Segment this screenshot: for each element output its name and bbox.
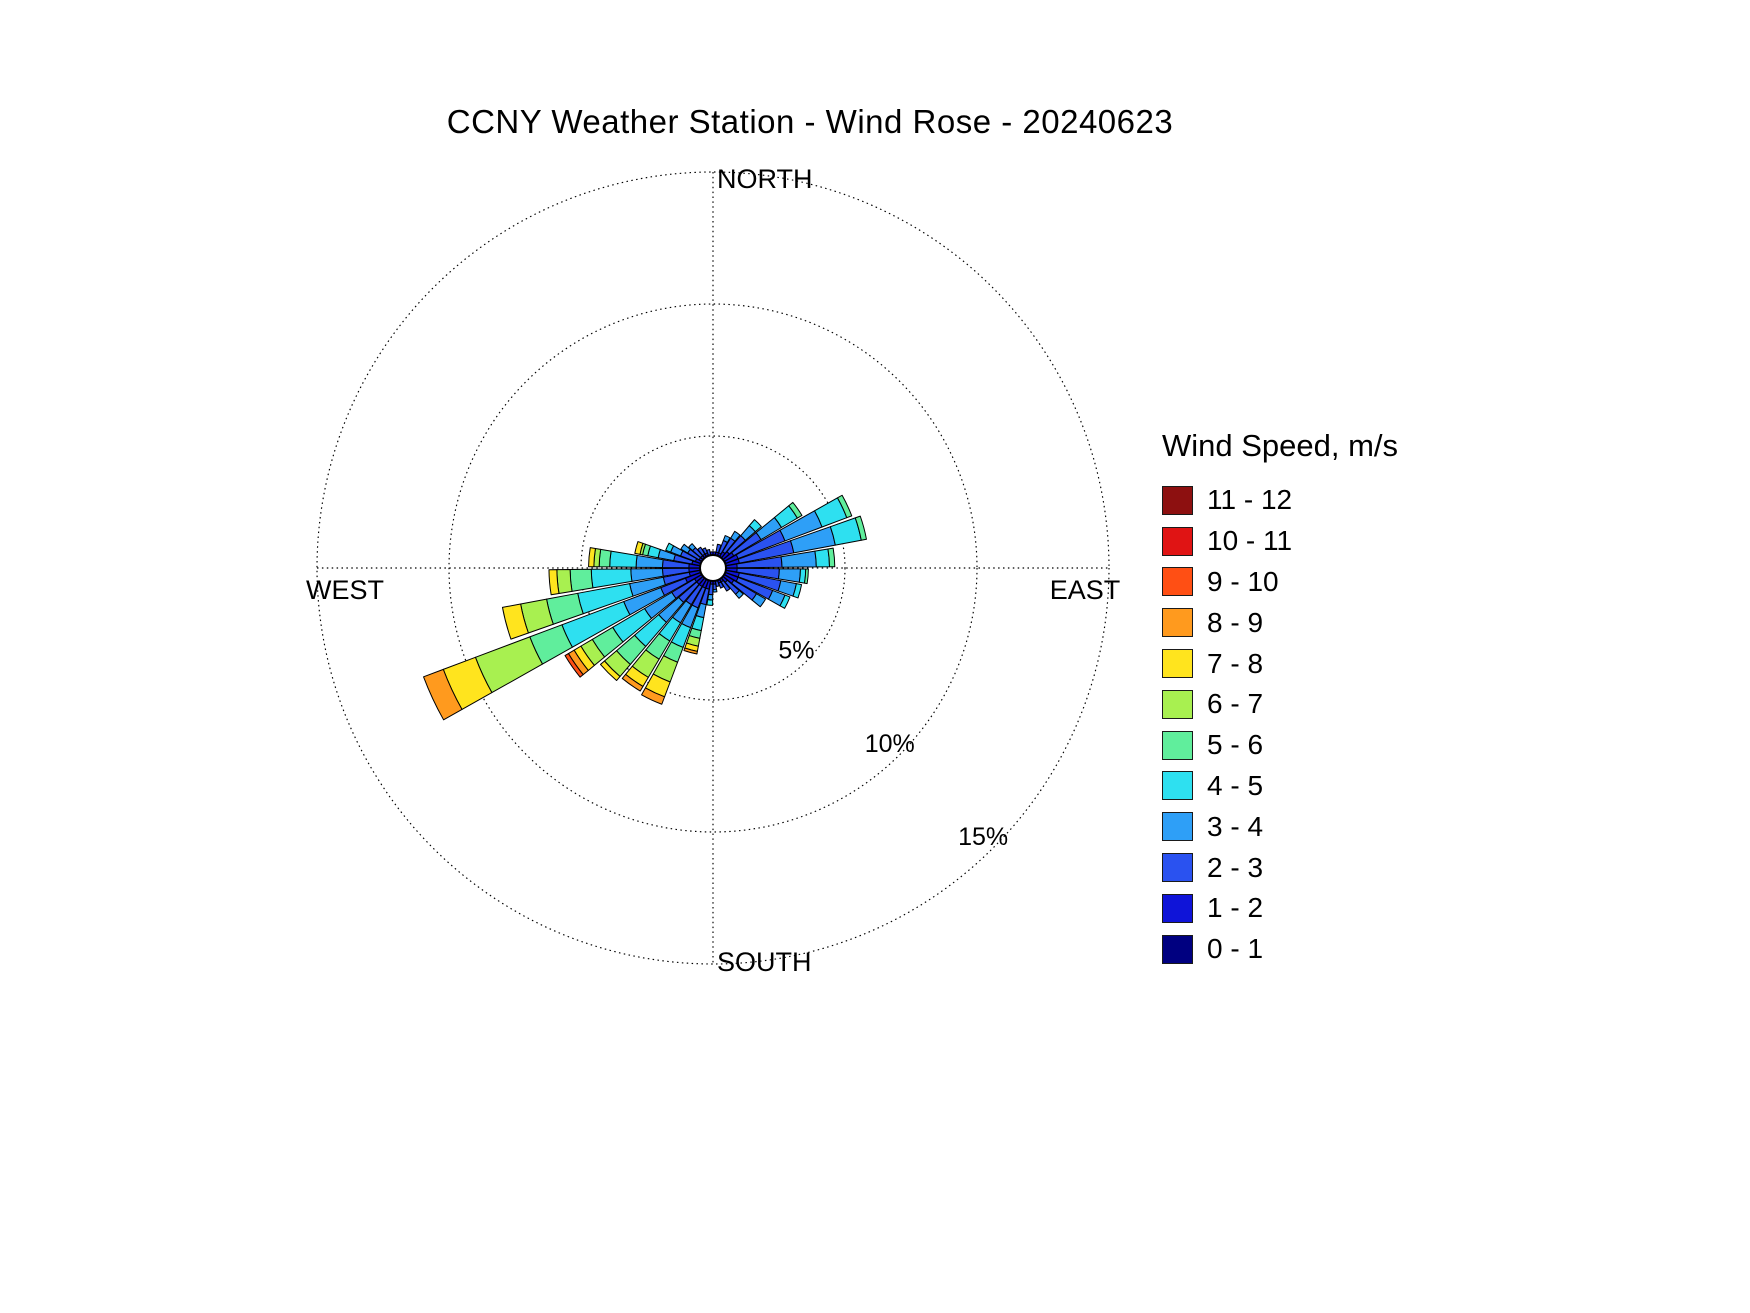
legend-color-swatch bbox=[1162, 812, 1193, 842]
petal-segment bbox=[804, 568, 809, 585]
petal-segment bbox=[599, 660, 621, 682]
petal-segment bbox=[777, 568, 801, 583]
legend-color-swatch bbox=[1162, 853, 1193, 883]
legend-item-label: 6 - 7 bbox=[1207, 688, 1264, 720]
grid-ring-15% bbox=[316, 171, 1110, 965]
legend-item: 9 - 10 bbox=[1162, 562, 1398, 603]
legend-item-label: 0 - 1 bbox=[1207, 933, 1264, 965]
legend-item-label: 8 - 9 bbox=[1207, 606, 1264, 638]
legend-item: 6 - 7 bbox=[1162, 684, 1398, 725]
petal-segment bbox=[712, 583, 718, 590]
petal-segment bbox=[683, 647, 698, 655]
petal-segment bbox=[814, 548, 831, 568]
petal-segment bbox=[569, 568, 594, 592]
legend-item-label: 1 - 2 bbox=[1207, 892, 1264, 924]
legend-item: 5 - 6 bbox=[1162, 725, 1398, 766]
grid-ring-10% bbox=[448, 303, 978, 833]
legend-item-label: 5 - 6 bbox=[1207, 729, 1264, 761]
petal-segment bbox=[722, 535, 731, 543]
legend-color-swatch bbox=[1162, 485, 1193, 515]
petal-segment bbox=[609, 550, 638, 568]
legend-item: 3 - 4 bbox=[1162, 806, 1398, 847]
petal-segment bbox=[788, 501, 803, 519]
petal-segment bbox=[548, 569, 560, 596]
legend-color-swatch bbox=[1162, 730, 1193, 760]
petal-segment bbox=[423, 668, 463, 721]
petal-segment bbox=[641, 687, 666, 705]
petal-segment bbox=[792, 583, 803, 599]
ring-tick-label: 5% bbox=[778, 636, 814, 664]
legend-color-swatch bbox=[1162, 689, 1193, 719]
petal-segment bbox=[501, 603, 529, 640]
petal-segment bbox=[564, 653, 584, 678]
petal-segment bbox=[697, 546, 706, 556]
petal-segment bbox=[680, 543, 691, 554]
petal-segment bbox=[634, 541, 644, 555]
legend-color-swatch bbox=[1162, 771, 1193, 801]
legend-item-label: 2 - 3 bbox=[1207, 851, 1264, 883]
ring-tick-label: 15% bbox=[958, 823, 1008, 851]
legend-items: 11 - 12 10 - 11 9 - 10 8 - 9 7 - 8 6 - 7 5 - 6… bbox=[1162, 480, 1398, 970]
petal-segment bbox=[588, 547, 596, 568]
petal-segment bbox=[735, 590, 744, 599]
grid-ring-5% bbox=[580, 435, 846, 701]
legend-color-swatch bbox=[1162, 934, 1193, 964]
petal-segment bbox=[707, 593, 714, 601]
wind-speed-legend: Wind Speed, m/s 11 - 12 10 - 11 9 - 10 8 - … bbox=[1162, 428, 1398, 970]
direction-label-south: SOUTH bbox=[717, 947, 812, 977]
legend-color-swatch bbox=[1162, 608, 1193, 638]
direction-label-east: EAST bbox=[1050, 575, 1121, 605]
petal-segment bbox=[751, 593, 767, 608]
legend-item: 1 - 2 bbox=[1162, 888, 1398, 929]
legend-item: 4 - 5 bbox=[1162, 766, 1398, 807]
petal-segment bbox=[715, 543, 722, 554]
direction-label-west: WEST bbox=[306, 575, 384, 605]
legend-item-label: 4 - 5 bbox=[1207, 769, 1264, 801]
legend-item: 2 - 3 bbox=[1162, 847, 1398, 888]
legend-color-swatch bbox=[1162, 649, 1193, 679]
chart-title: CCNY Weather Station - Wind Rose - 20240… bbox=[446, 103, 1174, 140]
petal-segment bbox=[706, 599, 714, 606]
ring-tick-label: 10% bbox=[865, 730, 915, 758]
petal-segment bbox=[854, 515, 867, 541]
legend-item: 0 - 1 bbox=[1162, 929, 1398, 970]
legend-item: 7 - 8 bbox=[1162, 643, 1398, 684]
petal-segment bbox=[779, 594, 791, 609]
legend-item: 8 - 9 bbox=[1162, 602, 1398, 643]
petal-segment bbox=[701, 547, 708, 555]
direction-label-north: NORTH bbox=[717, 164, 813, 194]
petal-segment bbox=[720, 580, 731, 592]
petal-segment bbox=[748, 519, 762, 533]
legend-item-label: 9 - 10 bbox=[1207, 565, 1279, 597]
petal-segment bbox=[718, 581, 725, 589]
petal-segment bbox=[827, 547, 836, 568]
petal-segment bbox=[730, 530, 741, 542]
legend-item: 10 - 11 bbox=[1162, 521, 1398, 562]
petal-segment bbox=[665, 542, 675, 553]
petal-segment bbox=[837, 494, 853, 519]
legend-color-swatch bbox=[1162, 567, 1193, 597]
legend-color-swatch bbox=[1162, 526, 1193, 556]
petal-segment bbox=[598, 548, 612, 568]
legend-title: Wind Speed, m/s bbox=[1162, 428, 1399, 463]
legend-item-label: 11 - 12 bbox=[1207, 484, 1293, 516]
legend-item-label: 3 - 4 bbox=[1207, 810, 1264, 842]
calm-center-marker bbox=[699, 554, 727, 582]
petal-segment bbox=[621, 673, 644, 692]
legend-item-label: 10 - 11 bbox=[1207, 525, 1293, 557]
petal-segment bbox=[556, 569, 573, 594]
petal-segment bbox=[712, 588, 718, 593]
petal-segment bbox=[688, 543, 697, 552]
legend-item: 11 - 12 bbox=[1162, 480, 1398, 521]
legend-color-swatch bbox=[1162, 893, 1193, 923]
legend-item-label: 7 - 8 bbox=[1207, 647, 1264, 679]
